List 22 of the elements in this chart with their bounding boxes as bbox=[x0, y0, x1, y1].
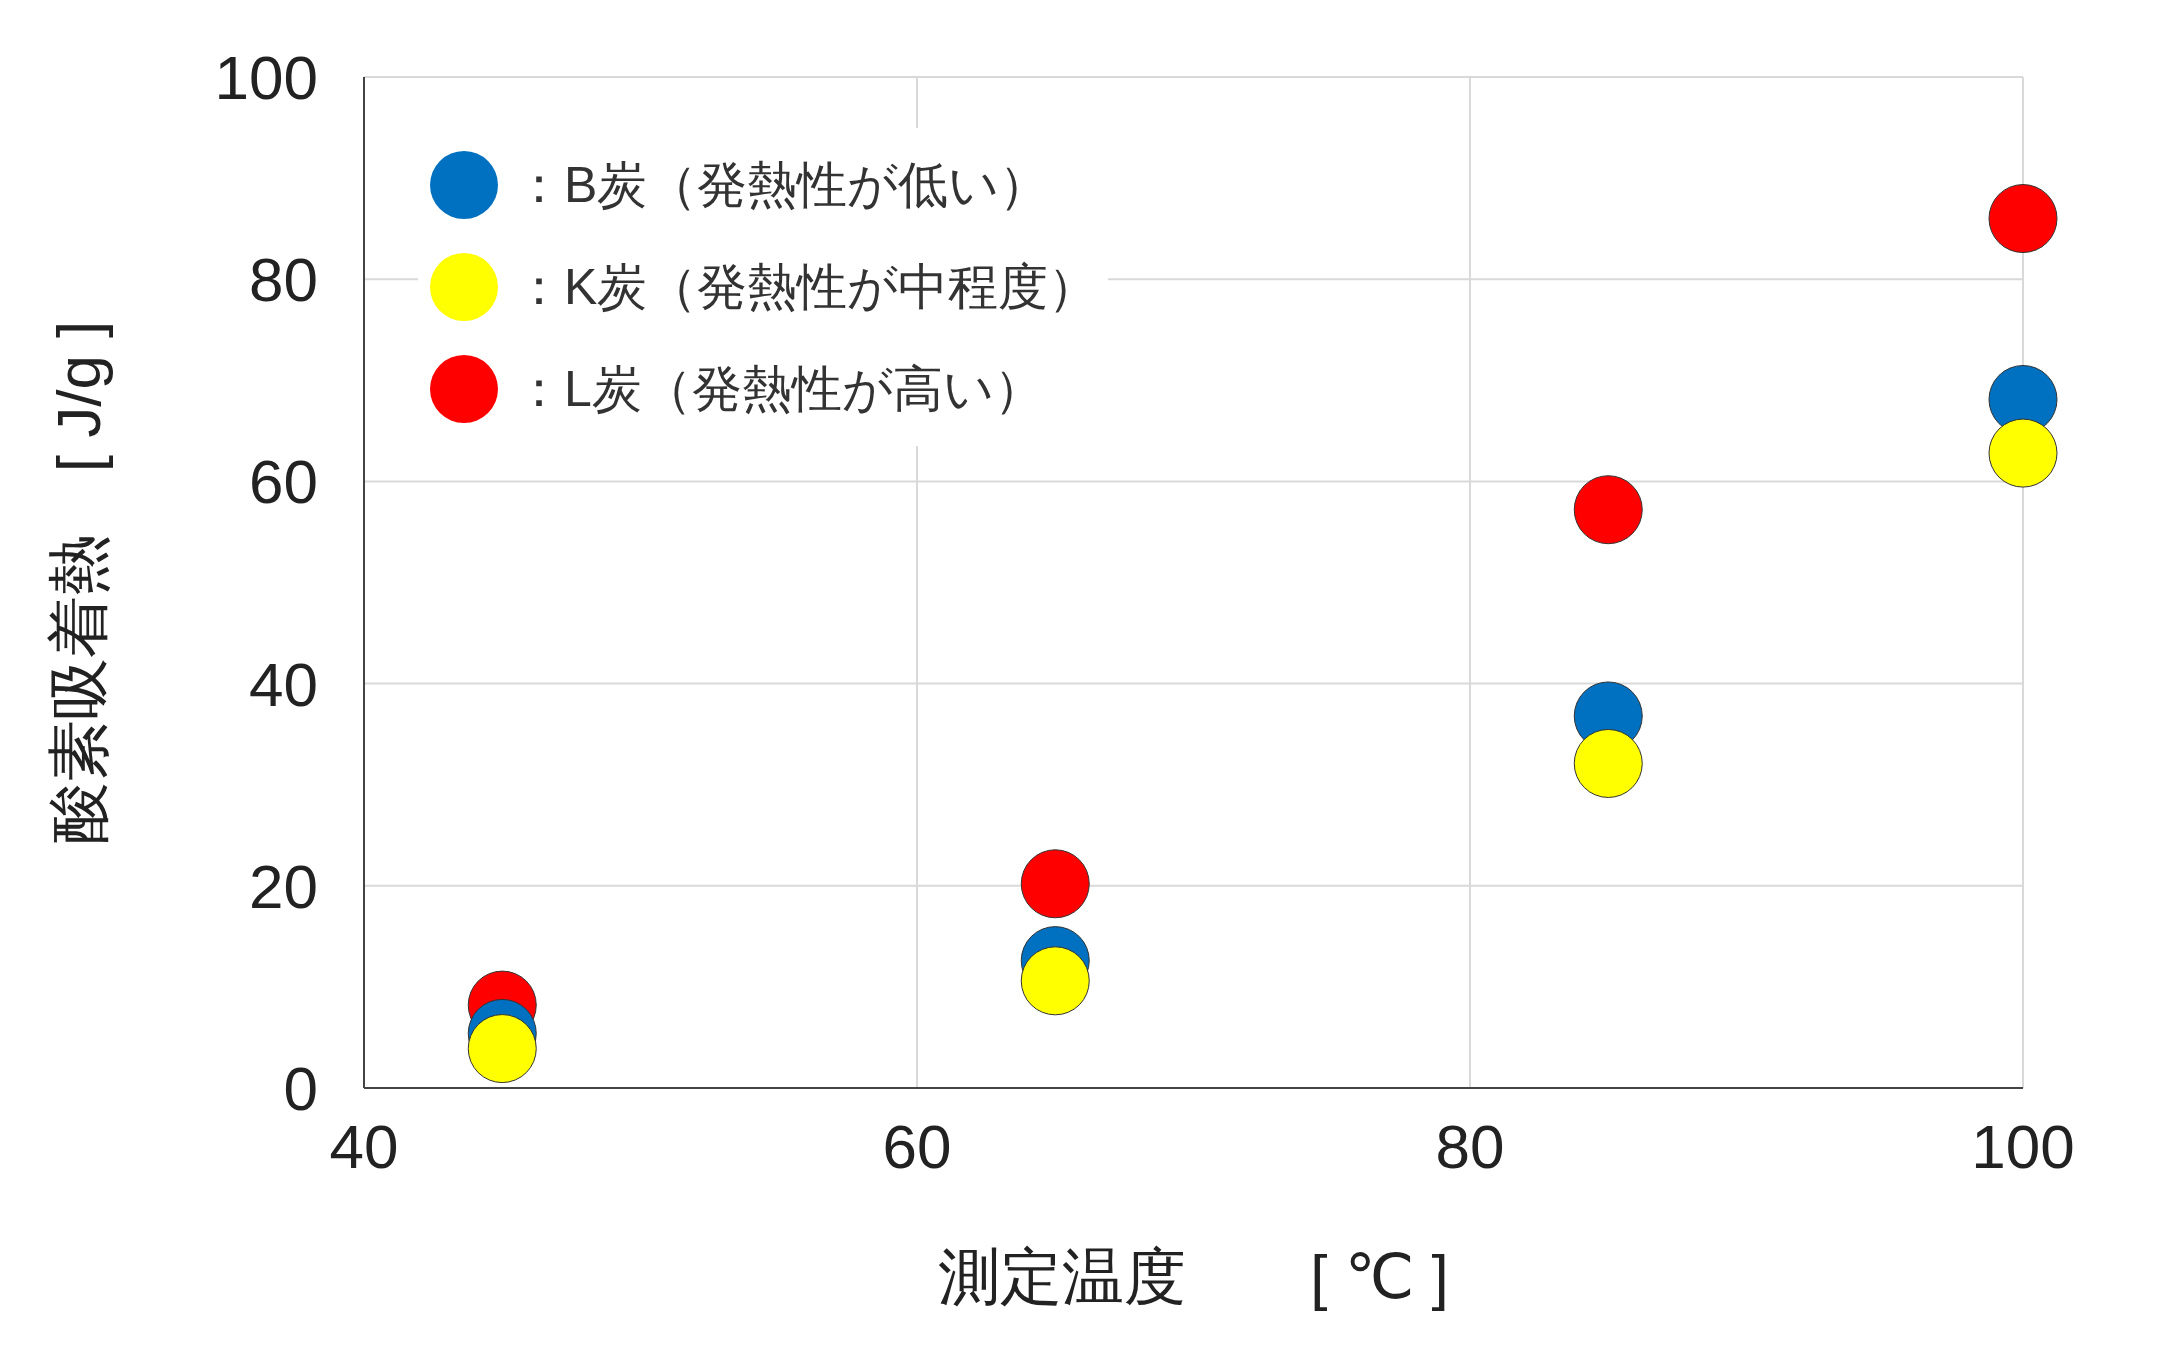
x-tick-label: 60 bbox=[882, 1112, 952, 1182]
point bbox=[1020, 849, 1090, 919]
x-tick-label: 100 bbox=[1971, 1112, 2075, 1182]
x-tick-label: 40 bbox=[329, 1112, 399, 1182]
legend-label: ：K炭（発熱性が中程度） bbox=[514, 257, 1099, 317]
y-axis-title: 酸素吸着熱 [ J/g ] bbox=[44, 320, 114, 845]
y-tick-label: 20 bbox=[249, 851, 318, 921]
x-tick-label: 80 bbox=[1435, 1112, 1505, 1182]
point bbox=[1020, 946, 1090, 1016]
legend-label: ：L炭（発熱性が高い） bbox=[514, 359, 1044, 419]
point bbox=[1988, 418, 2058, 488]
y-tick-label: 100 bbox=[214, 43, 318, 113]
y-tick-label: 40 bbox=[249, 649, 318, 719]
legend-label: ：B炭（発熱性が低い） bbox=[514, 155, 1050, 215]
y-tick-label: 0 bbox=[283, 1054, 318, 1124]
point bbox=[1573, 475, 1643, 545]
y-tick-label: 80 bbox=[249, 245, 318, 315]
point bbox=[467, 1014, 537, 1084]
x-axis-title: 測定温度 [ ℃ ] bbox=[938, 1242, 1449, 1311]
y-tick-label: 60 bbox=[249, 447, 318, 517]
point bbox=[1573, 728, 1643, 798]
point bbox=[1988, 184, 2058, 254]
